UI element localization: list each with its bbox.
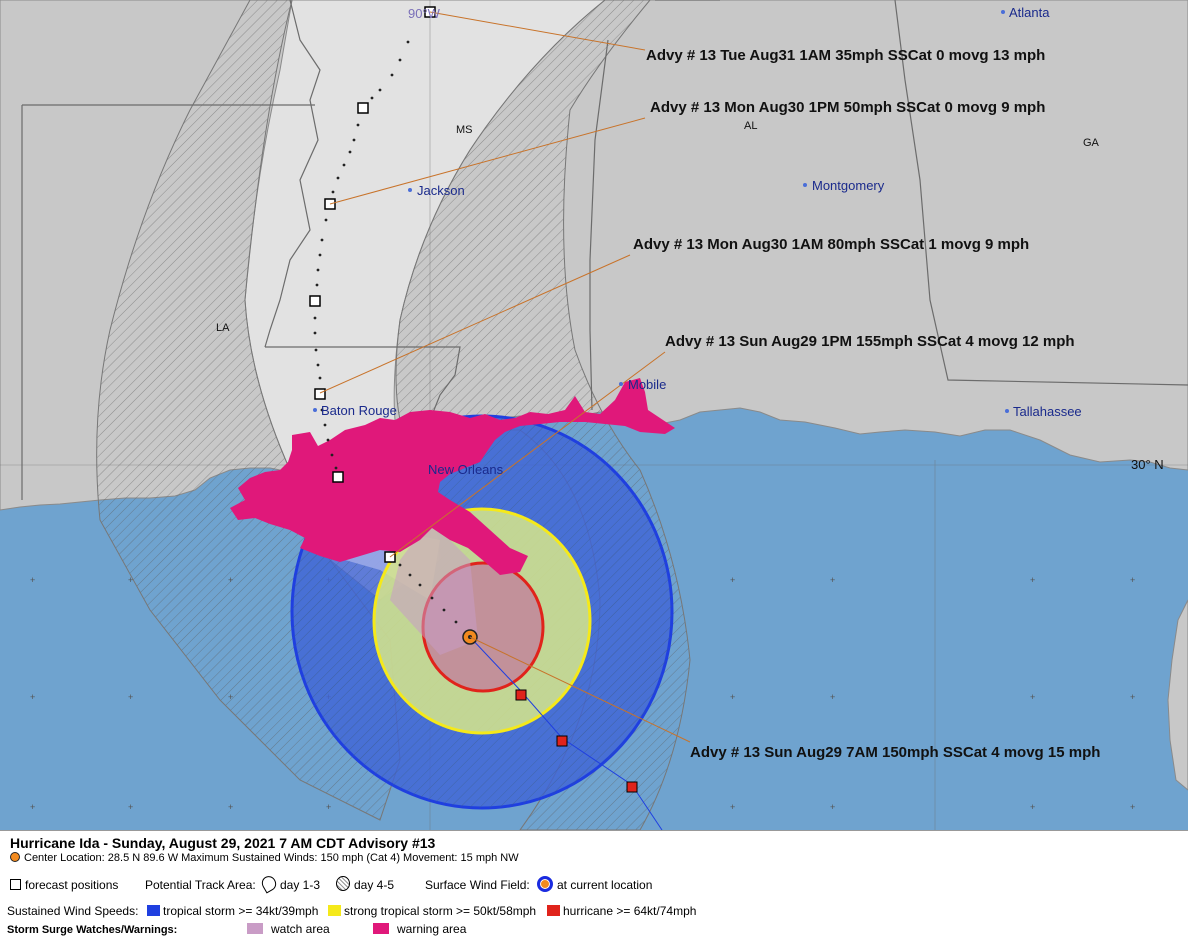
forecast-position xyxy=(332,471,344,483)
svg-text:+: + xyxy=(128,802,133,812)
cone-day-4-5-icon xyxy=(336,876,350,891)
storm-surge-label: Storm Surge Watches/Warnings: xyxy=(7,924,178,936)
advisory-label: Advy # 13 Mon Aug30 1PM 50mph SSCat 0 mo… xyxy=(650,99,1045,116)
city-labels: Atlanta Jackson Montgomery Mobile Baton … xyxy=(321,5,1082,477)
city-label-montgomery: Montgomery xyxy=(812,178,885,193)
svg-text:+: + xyxy=(1030,692,1035,702)
watch-area-label: watch area xyxy=(271,922,330,936)
state-label-la: LA xyxy=(216,322,230,334)
latitude-label: 30° N xyxy=(1131,457,1164,472)
surface-wind-field-label: Surface Wind Field: xyxy=(425,878,530,892)
watch-area-swatch xyxy=(247,923,263,934)
legend-title: Hurricane Ida - Sunday, August 29, 2021 … xyxy=(10,835,436,851)
svg-text:+: + xyxy=(1130,575,1135,585)
advisory-leader-lines xyxy=(319,11,691,743)
svg-text:+: + xyxy=(830,802,835,812)
storm-surge-warning-area xyxy=(230,378,675,575)
advisory-label: Advy # 13 Sun Aug29 1PM 155mph SSCat 4 m… xyxy=(665,333,1075,350)
past-position xyxy=(556,735,568,747)
cone-day-1-3-icon xyxy=(259,873,279,894)
potential-track-area-label: Potential Track Area: xyxy=(145,878,256,892)
tropical-storm-label: tropical storm >= 34kt/39mph xyxy=(163,904,319,918)
current-location-label: at current location xyxy=(557,878,653,892)
warning-area-swatch xyxy=(373,923,389,934)
svg-text:+: + xyxy=(128,575,133,585)
state-labels: MS AL GA LA xyxy=(216,120,1100,334)
svg-text:+: + xyxy=(30,802,35,812)
forecast-position xyxy=(357,102,369,114)
forecast-positions-label: forecast positions xyxy=(25,878,119,892)
tropical-storm-swatch xyxy=(147,905,160,916)
warning-area-legend: warning area xyxy=(373,922,466,936)
current-location-legend: at current location xyxy=(537,876,652,892)
coast-right xyxy=(1167,599,1188,791)
wind-field-icon xyxy=(537,876,553,892)
state-label-ms: MS xyxy=(456,124,473,136)
svg-text:+: + xyxy=(326,802,331,812)
city-label-atlanta: Atlanta xyxy=(1009,5,1050,20)
city-markers xyxy=(313,10,1009,413)
center-location-icon xyxy=(10,852,20,862)
city-label-mobile: Mobile xyxy=(628,377,666,392)
past-positions xyxy=(515,689,638,793)
day-4-5-label: day 4-5 xyxy=(354,878,395,892)
svg-text:+: + xyxy=(830,692,835,702)
svg-text:+: + xyxy=(228,575,233,585)
forecast-position xyxy=(309,295,321,307)
hurricane-swatch xyxy=(547,905,560,916)
day-1-3-label: day 1-3 xyxy=(280,878,321,892)
forecast-position-icon xyxy=(10,879,21,890)
sustained-wind-speeds-label: Sustained Wind Speeds: xyxy=(7,904,139,918)
svg-text:+: + xyxy=(1130,802,1135,812)
advisory-label: Advy # 13 Sun Aug29 7AM 150mph SSCat 4 m… xyxy=(690,744,1100,761)
svg-text:+: + xyxy=(830,575,835,585)
tropical-storm-legend: tropical storm >= 34kt/39mph xyxy=(147,904,318,918)
hurricane-legend: hurricane >= 64kt/74mph xyxy=(547,904,696,918)
forecast-position xyxy=(314,388,326,400)
svg-text:+: + xyxy=(730,802,735,812)
longitude-label: 90°W xyxy=(408,6,441,21)
svg-text:+: + xyxy=(228,692,233,702)
svg-text:+: + xyxy=(128,692,133,702)
watch-area-legend: watch area xyxy=(247,922,330,936)
city-label-new-orleans: New Orleans xyxy=(428,462,504,477)
state-label-ga: GA xyxy=(1083,137,1100,149)
warning-area-label: warning area xyxy=(397,922,467,936)
state-borders xyxy=(21,0,1188,500)
legend-panel: Hurricane Ida - Sunday, August 29, 2021 … xyxy=(0,830,1188,941)
svg-text:+: + xyxy=(1030,575,1035,585)
svg-text:+: + xyxy=(30,692,35,702)
strong-tropical-storm-swatch xyxy=(328,905,341,916)
svg-text:+: + xyxy=(30,575,35,585)
day-1-3-legend: day 1-3 xyxy=(259,873,321,894)
city-label-tallahassee: Tallahassee xyxy=(1013,404,1082,419)
center-location-line: Center Location: 28.5 N 89.6 W Maximum S… xyxy=(10,852,519,864)
advisory-label: Advy # 13 Tue Aug31 1AM 35mph SSCat 0 mo… xyxy=(646,47,1045,64)
storm-map[interactable]: ++++ ++++ ++++ ++++ ++++ ++++ xyxy=(0,0,1188,831)
day-4-5-legend: day 4-5 xyxy=(336,876,394,892)
center-location-text: Center Location: 28.5 N 89.6 W Maximum S… xyxy=(24,852,519,864)
grid-markers: ++++ ++++ ++++ ++++ ++++ ++++ xyxy=(30,575,1135,812)
strong-tropical-storm-label: strong tropical storm >= 50kt/58mph xyxy=(344,904,537,918)
strong-tropical-storm-legend: strong tropical storm >= 50kt/58mph xyxy=(328,904,536,918)
advisory-label: Advy # 13 Mon Aug30 1AM 80mph SSCat 1 mo… xyxy=(633,236,1029,253)
past-position xyxy=(626,781,638,793)
state-label-al: AL xyxy=(744,120,757,132)
svg-text:+: + xyxy=(1030,802,1035,812)
svg-text:+: + xyxy=(228,802,233,812)
hurricane-label: hurricane >= 64kt/74mph xyxy=(563,904,697,918)
advisory-labels: Advy # 13 Tue Aug31 1AM 35mph SSCat 0 mo… xyxy=(633,47,1100,761)
svg-text:+: + xyxy=(730,575,735,585)
city-label-jackson: Jackson xyxy=(417,183,465,198)
past-position xyxy=(515,689,527,701)
forecast-positions-legend: forecast positions xyxy=(10,878,118,892)
svg-text:+: + xyxy=(730,692,735,702)
track-line xyxy=(313,40,458,624)
city-label-baton-rouge: Baton Rouge xyxy=(321,403,397,418)
svg-text:+: + xyxy=(1130,692,1135,702)
